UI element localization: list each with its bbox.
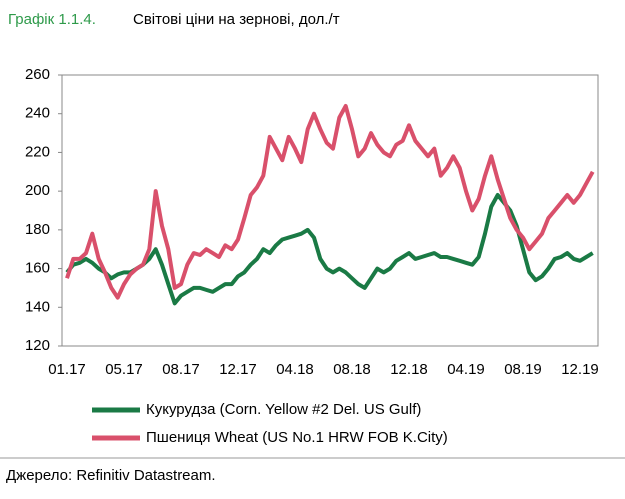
y-tick-label: 180 <box>25 221 50 238</box>
x-tick-label: 12.19 <box>561 361 599 378</box>
plot-frame <box>61 74 599 347</box>
y-tick-label: 220 <box>25 143 50 160</box>
x-tick-label: 08.18 <box>333 361 371 378</box>
x-tick-label: 05.17 <box>105 361 143 378</box>
source: Джерело: Refinitiv Datastream. <box>6 467 216 484</box>
x-tick-label: 12.17 <box>219 361 257 378</box>
y-tick-label: 160 <box>25 260 50 277</box>
y-tick-label: 120 <box>25 337 50 354</box>
x-tick-label: 04.19 <box>447 361 485 378</box>
x-tick-label: 01.17 <box>48 361 86 378</box>
y-tick-label: 240 <box>25 105 50 122</box>
y-tick-label: 140 <box>25 298 50 315</box>
legend-label: Кукурудза (Corn. Yellow #2 Del. US Gulf) <box>146 401 421 418</box>
x-tick-label: 08.19 <box>504 361 542 378</box>
x-tick-label: 04.18 <box>276 361 314 378</box>
series-line <box>65 193 594 306</box>
chart-label: Графік 1.1.4. <box>8 11 96 28</box>
series-line <box>65 104 595 300</box>
x-tick-label: 12.18 <box>390 361 428 378</box>
x-tick-label: 08.17 <box>162 361 200 378</box>
y-tick-label: 260 <box>25 66 50 83</box>
legend-label: Пшениця Wheat (US No.1 HRW FOB K.City) <box>146 429 448 446</box>
y-tick-label: 200 <box>25 182 50 199</box>
chart-title: Світові ціни на зернові, дол./т <box>133 11 340 28</box>
